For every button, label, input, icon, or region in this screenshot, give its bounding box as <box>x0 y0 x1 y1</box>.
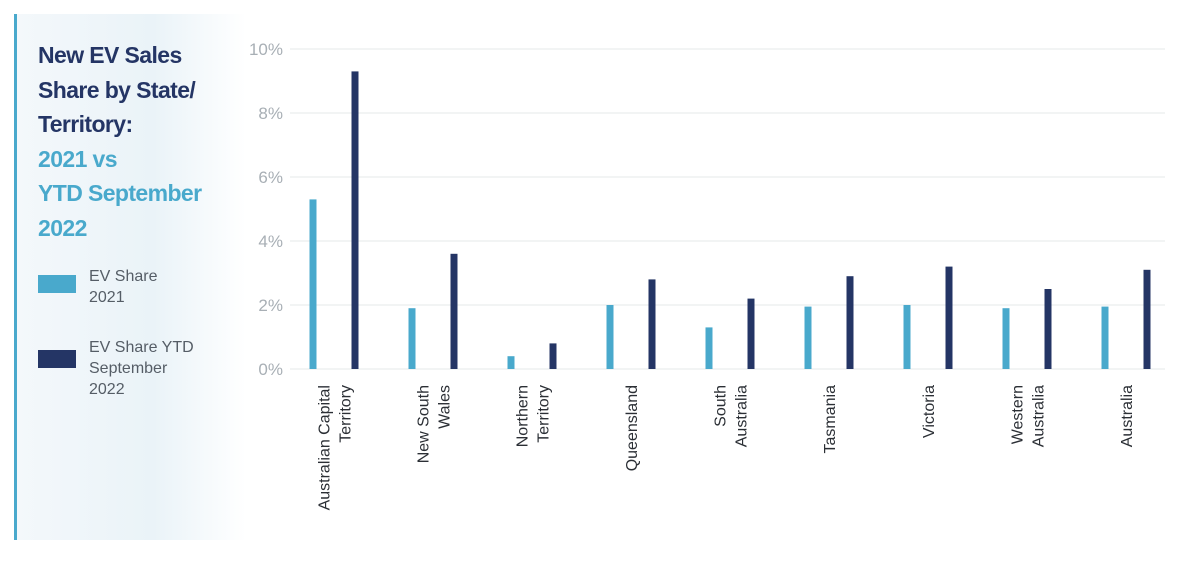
legend-text-line: EV Share <box>89 268 158 285</box>
chart-title: New EV Sales Share by State/ Territory: … <box>38 38 238 245</box>
legend-label-ytd-2022: EV Share YTD September 2022 <box>89 337 239 400</box>
bar-2021 <box>606 305 614 369</box>
x-category-label: Australia <box>1031 385 1048 447</box>
x-category-label: Western <box>1010 385 1027 444</box>
title-line: New EV Sales <box>38 42 182 68</box>
legend-swatch-ytd-2022 <box>38 350 76 368</box>
bar-ytd-2022 <box>1044 289 1052 369</box>
x-category-label: Territory <box>536 385 553 443</box>
title-line: 2021 vs <box>38 145 118 172</box>
title-line: YTD September <box>38 180 202 206</box>
legend-text-line: 2021 <box>89 289 125 306</box>
title-line: 2022 <box>38 214 87 241</box>
side-accent-bar <box>14 14 17 540</box>
x-category-label: Australia <box>734 385 751 447</box>
y-tick-label: 2% <box>258 296 283 315</box>
legend-swatch-2021 <box>38 275 76 293</box>
bar-2021 <box>309 199 317 369</box>
y-tick-label: 4% <box>258 232 283 251</box>
bar-2021 <box>705 327 713 369</box>
x-category-label: Northern <box>515 385 532 447</box>
bar-ytd-2022 <box>747 298 755 369</box>
bar-ytd-2022 <box>648 279 656 369</box>
bar-2021 <box>507 356 515 369</box>
y-tick-label: 8% <box>258 104 283 123</box>
bar-ytd-2022 <box>846 276 854 369</box>
legend-label-2021: EV Share 2021 <box>89 266 239 308</box>
bar-2021 <box>903 305 911 369</box>
bar-ytd-2022 <box>549 343 557 369</box>
bar-2021 <box>804 306 812 369</box>
x-category-label: Victoria <box>921 385 938 438</box>
legend-text-line: EV Share YTD <box>89 339 194 356</box>
x-category-label: South <box>713 385 730 427</box>
x-category-label: Wales <box>437 385 454 429</box>
y-tick-label: 0% <box>258 360 283 379</box>
title-line: Share by State/ <box>38 76 196 103</box>
y-tick-label: 6% <box>258 168 283 187</box>
x-category-label: Tasmania <box>822 385 839 454</box>
title-line: Territory: <box>38 111 133 137</box>
x-category-label: Queensland <box>624 385 641 471</box>
bar-ytd-2022 <box>351 71 359 370</box>
legend-text-line: September <box>89 360 168 377</box>
bar-2021 <box>1002 308 1010 369</box>
bar-ytd-2022 <box>450 253 458 369</box>
legend-text-line: 2022 <box>89 381 125 398</box>
x-category-label: Australia <box>1119 385 1136 447</box>
x-category-label: Australian Capital <box>317 385 334 510</box>
x-category-label: New South <box>416 385 433 463</box>
bar-ytd-2022 <box>1143 269 1151 369</box>
bar-2021 <box>408 308 416 369</box>
bar-2021 <box>1101 306 1109 369</box>
y-tick-label: 10% <box>249 40 283 59</box>
x-category-label: Territory <box>338 385 355 443</box>
bar-ytd-2022 <box>945 266 953 369</box>
